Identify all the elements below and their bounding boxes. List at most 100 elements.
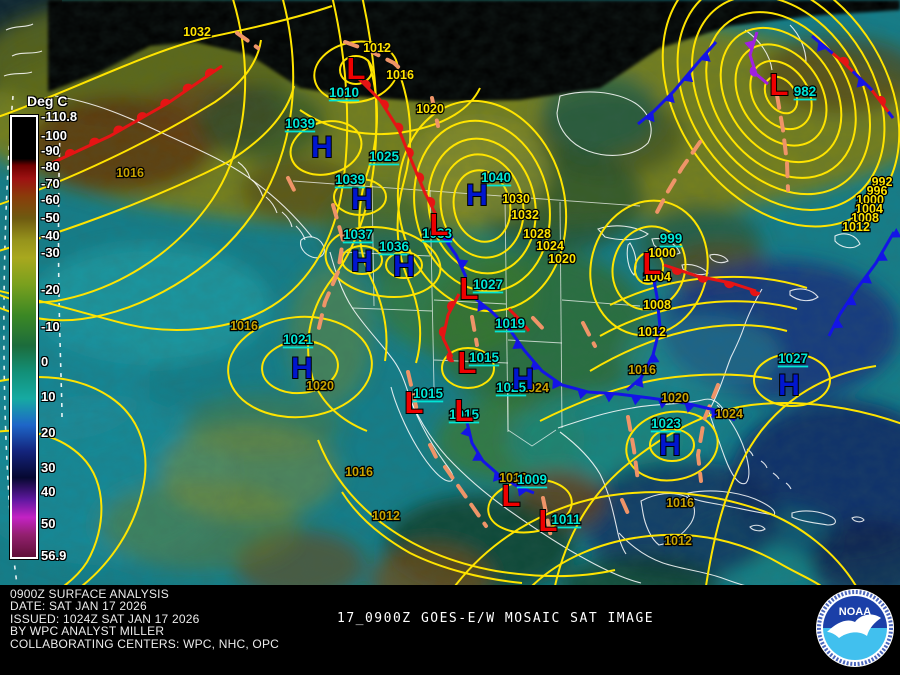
isobar — [539, 373, 773, 422]
front-pip — [671, 267, 683, 275]
coastline — [618, 532, 745, 585]
pressure-value-label: 1025 — [496, 380, 527, 395]
coastline — [791, 510, 837, 526]
warm-pip-icon — [447, 300, 456, 312]
colorbar-tick: 30 — [41, 460, 56, 475]
cold-pip-icon — [856, 77, 867, 88]
trough-line — [316, 203, 346, 334]
high-center-symbol: H — [659, 429, 681, 462]
high-center-symbol: H — [393, 250, 415, 283]
front-pip — [380, 99, 389, 110]
pressure-value-label: 1023 — [651, 416, 682, 431]
colorbar-tick: -50 — [41, 210, 60, 225]
cold-pip-icon — [529, 360, 541, 371]
cold-front — [637, 41, 718, 126]
colorbar-tick: 10 — [41, 389, 56, 404]
front-pip — [160, 98, 171, 107]
pressure-value-label: 1015 — [413, 386, 444, 401]
isobar-label: 992 — [872, 175, 893, 189]
colorbar-tick: 0 — [41, 354, 49, 369]
warm-pip-icon — [446, 351, 455, 363]
colorbar-tick: -110.8 — [41, 109, 78, 124]
isobar-label: 1016 — [628, 363, 656, 377]
isobar — [333, 178, 387, 216]
front-pip — [529, 360, 541, 371]
front-line — [507, 307, 531, 332]
high-center-symbol: H — [351, 183, 373, 216]
pressure-value-label: 1027 — [473, 277, 503, 292]
coastline — [749, 516, 865, 532]
cold-pip-icon — [577, 389, 589, 400]
mosaic-seam — [3, 95, 18, 585]
front-pip — [664, 92, 675, 103]
cold-pip-icon — [472, 451, 483, 461]
front-pip — [657, 399, 669, 409]
analysis-centers: COLLABORATING CENTERS: WPC, NHC, OPC — [10, 636, 280, 651]
pressure-value-label: 1011 — [551, 512, 581, 527]
trough-line — [443, 465, 488, 528]
warm-pip-icon — [416, 172, 425, 183]
isobar — [0, 0, 349, 331]
satellite-map: 1032101210161020101610301032102810241020… — [0, 0, 900, 585]
isobar-label: 1016 — [386, 68, 414, 82]
front-pip — [684, 402, 696, 413]
coastline — [237, 161, 306, 241]
isobar — [385, 251, 423, 279]
isobar — [227, 315, 373, 419]
front-pip — [877, 95, 886, 106]
front-pip — [700, 51, 711, 62]
isobar-label: 1016 — [116, 166, 144, 180]
front-pip — [517, 486, 528, 497]
low-center-symbol: L — [347, 51, 366, 86]
isobar-label: 1020 — [416, 102, 444, 116]
isobar — [0, 429, 103, 585]
cold-pip-icon — [644, 111, 655, 123]
front-pip — [711, 408, 721, 419]
pressure-value-label: 999 — [660, 231, 683, 246]
isobar-label: 1008 — [851, 211, 879, 225]
high-center-symbol: H — [291, 352, 313, 385]
coastline — [300, 236, 325, 259]
high-center-symbol: H — [351, 245, 373, 278]
occluded-front — [744, 31, 769, 86]
trough-line — [653, 140, 702, 218]
cold-front — [626, 269, 668, 392]
front-pip — [136, 112, 148, 121]
state-border — [292, 180, 641, 207]
front-line — [354, 74, 438, 216]
analysis-info-block: 0900Z SURFACE ANALYSIS DATE: SAT JAN 17 … — [10, 588, 279, 650]
trough-line — [406, 370, 420, 417]
front-pip — [472, 451, 483, 461]
low-center-symbol: L — [405, 385, 424, 420]
front-pip — [447, 300, 456, 312]
cold-pip-icon — [603, 393, 615, 403]
state-border — [433, 299, 507, 305]
front-pip — [846, 295, 857, 306]
cold-pip-icon — [493, 471, 504, 482]
warm-pip-icon — [182, 83, 193, 93]
seagull-icon — [827, 614, 881, 638]
cold-pip-icon — [711, 408, 721, 419]
trough-lines — [235, 31, 790, 539]
coastlines-and-borders — [3, 23, 865, 585]
warm-pip-icon — [136, 112, 148, 121]
colorbar-tick: -10 — [41, 319, 60, 334]
front-pip — [204, 68, 215, 78]
front-pip — [744, 40, 755, 51]
isobar — [441, 347, 495, 389]
front-pip — [633, 377, 644, 388]
isobar — [611, 225, 687, 311]
isobar — [439, 153, 525, 259]
isobar — [324, 226, 442, 298]
pressure-value-label: 1025 — [369, 149, 400, 164]
isobar — [705, 365, 877, 585]
isobar-label: 1000 — [856, 193, 884, 207]
front-pip — [749, 65, 757, 77]
cold-pip-icon — [846, 295, 857, 306]
isobar — [341, 491, 523, 584]
colorbar-tick: -100 — [41, 128, 68, 143]
isobar — [633, 251, 665, 285]
front-pip — [652, 273, 663, 285]
weather-fronts — [51, 31, 900, 497]
isobar — [289, 120, 363, 176]
